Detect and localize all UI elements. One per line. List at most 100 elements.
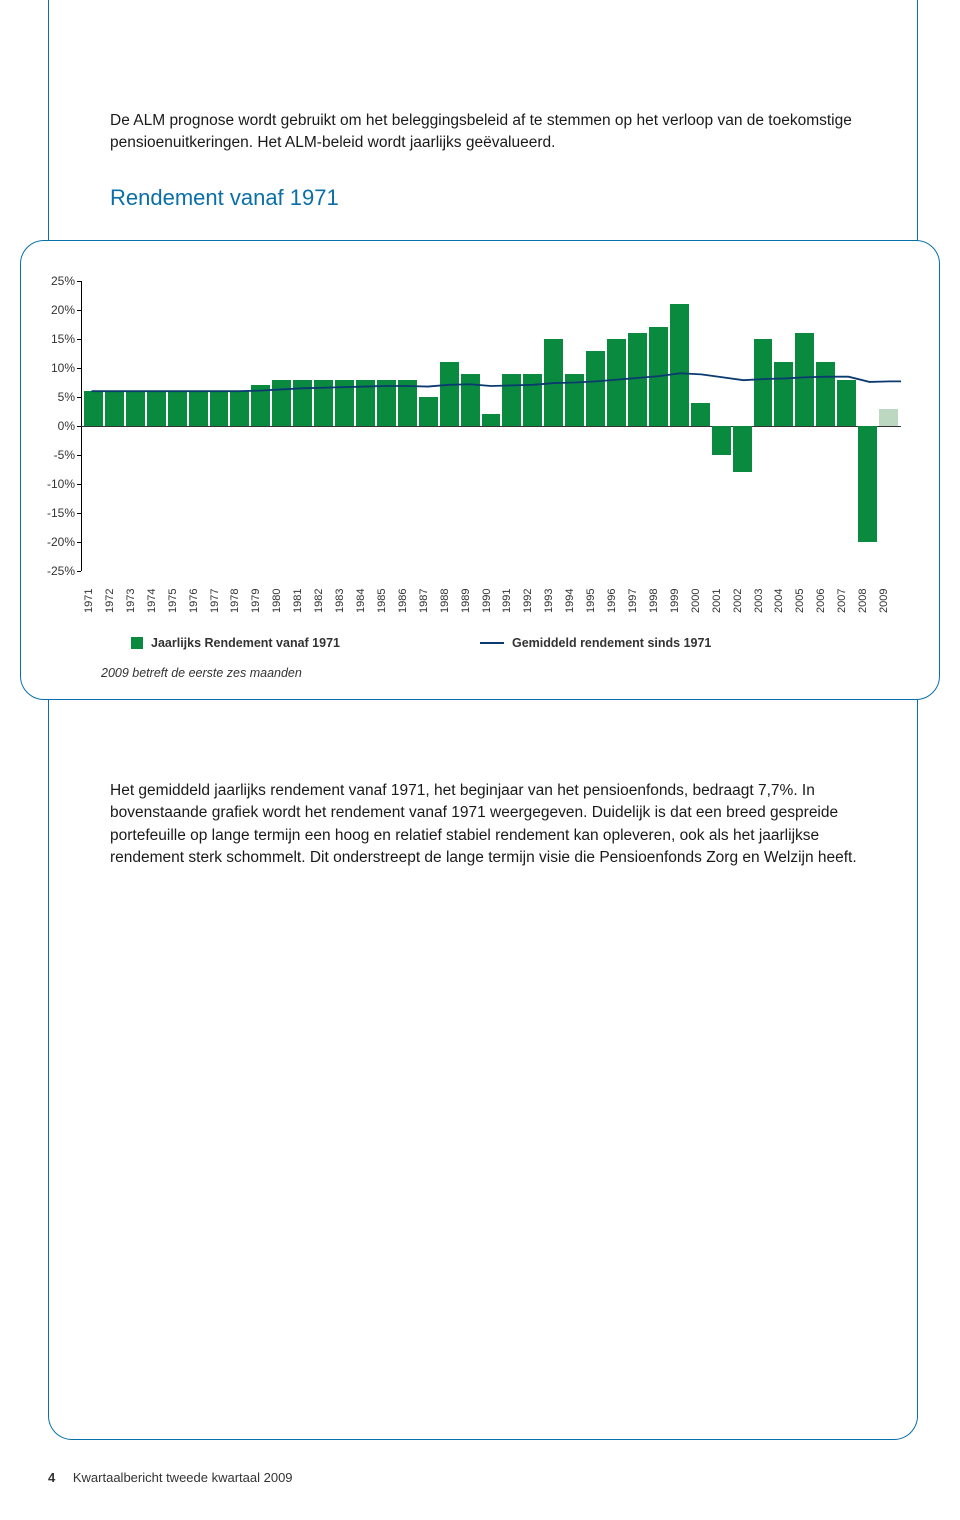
chart-bar — [858, 426, 877, 542]
chart-bar — [502, 374, 521, 426]
chart-bar — [733, 426, 752, 472]
chart-bar — [544, 339, 563, 426]
x-tick-label: 1991 — [501, 576, 522, 626]
x-tick-label: 1977 — [209, 576, 230, 626]
x-tick-label: 1987 — [418, 576, 439, 626]
x-tick-label: 2007 — [836, 576, 857, 626]
legend-item-bar: Jaarlijks Rendement vanaf 1971 — [131, 636, 340, 650]
chart-bar — [126, 391, 145, 426]
chart-note: 2009 betreft de eerste zes maanden — [101, 666, 302, 680]
chart-bar — [649, 327, 668, 426]
page-border — [48, 0, 918, 1440]
y-tick-label: 0% — [31, 419, 75, 433]
x-tick-label: 1976 — [188, 576, 209, 626]
x-tick-label: 1992 — [522, 576, 543, 626]
legend-bar-swatch — [131, 637, 143, 649]
chart-bar — [147, 391, 166, 426]
chart-bar — [356, 380, 375, 426]
y-tick-label: 20% — [31, 303, 75, 317]
y-tick-label: -15% — [31, 506, 75, 520]
x-tick-label: 2003 — [753, 576, 774, 626]
y-tick-label: -25% — [31, 564, 75, 578]
x-tick-label: 1994 — [564, 576, 585, 626]
chart-bar — [440, 362, 459, 426]
x-tick-label: 1981 — [292, 576, 313, 626]
x-tick-label: 1986 — [397, 576, 418, 626]
x-tick-label: 1988 — [439, 576, 460, 626]
x-tick-label: 1999 — [669, 576, 690, 626]
chart-bar — [482, 414, 501, 426]
chart-bar — [293, 380, 312, 426]
chart-bar — [523, 374, 542, 426]
legend-bar-label: Jaarlijks Rendement vanaf 1971 — [151, 636, 340, 650]
chart-bar — [774, 362, 793, 426]
chart-bar — [377, 380, 396, 426]
chart-bar — [607, 339, 626, 426]
x-tick-label: 1989 — [460, 576, 481, 626]
x-tick-label: 2002 — [732, 576, 753, 626]
x-tick-label: 1984 — [355, 576, 376, 626]
x-tick-label: 2005 — [794, 576, 815, 626]
body-paragraph: Het gemiddeld jaarlijks rendement vanaf … — [110, 780, 870, 870]
x-tick-label: 1983 — [334, 576, 355, 626]
x-tick-label: 2006 — [815, 576, 836, 626]
x-tick-label: 1972 — [104, 576, 125, 626]
y-tick-label: 15% — [31, 332, 75, 346]
legend-line-swatch — [480, 642, 504, 644]
y-tick-label: -5% — [31, 448, 75, 462]
y-tick-label: -20% — [31, 535, 75, 549]
x-tick-label: 1998 — [648, 576, 669, 626]
chart-bar — [251, 385, 270, 426]
x-tick-label: 1971 — [83, 576, 104, 626]
chart-bar — [168, 391, 187, 426]
y-tick-label: 10% — [31, 361, 75, 375]
chart-bar — [795, 333, 814, 426]
y-tick-label: -10% — [31, 477, 75, 491]
chart-bar — [210, 391, 229, 426]
chart-bar — [398, 380, 417, 426]
x-tick-label: 1997 — [627, 576, 648, 626]
legend-item-line: Gemiddeld rendement sinds 1971 — [480, 636, 711, 650]
chart-bar — [230, 391, 249, 426]
x-tick-label: 2009 — [878, 576, 899, 626]
x-tick-label: 1974 — [146, 576, 167, 626]
chart-legend: Jaarlijks Rendement vanaf 1971 Gemiddeld… — [131, 636, 711, 650]
chart-bar — [816, 362, 835, 426]
x-tick-label: 1980 — [271, 576, 292, 626]
x-tick-label: 2008 — [857, 576, 878, 626]
chart-bars — [83, 281, 899, 571]
chart-bar — [272, 380, 291, 426]
chart-bar — [586, 351, 605, 426]
chart-bar — [335, 380, 354, 426]
chart-bar — [712, 426, 731, 455]
chart-bar — [670, 304, 689, 426]
x-tick-label: 1973 — [125, 576, 146, 626]
x-tick-label: 1985 — [376, 576, 397, 626]
page-number: 4 — [48, 1470, 55, 1485]
x-tick-label: 1995 — [585, 576, 606, 626]
x-tick-label: 1978 — [229, 576, 250, 626]
x-tick-label: 1990 — [481, 576, 502, 626]
chart-bar — [314, 380, 333, 426]
chart-title: Rendement vanaf 1971 — [110, 185, 339, 211]
x-tick-label: 2004 — [773, 576, 794, 626]
x-tick-label: 1975 — [167, 576, 188, 626]
page-footer: 4 Kwartaalbericht tweede kwartaal 2009 — [48, 1470, 293, 1485]
y-tick-label: 5% — [31, 390, 75, 404]
chart-bar — [691, 403, 710, 426]
y-tick-label: 25% — [31, 274, 75, 288]
chart-bar — [879, 409, 898, 426]
chart-container: 25% 20% 15% 10% 5% 0% -5% -10% -15% -20% -25% 1971… — [20, 240, 940, 700]
x-tick-label: 1996 — [606, 576, 627, 626]
chart-bar — [565, 374, 584, 426]
chart-bar — [754, 339, 773, 426]
footer-text: Kwartaalbericht tweede kwartaal 2009 — [73, 1470, 293, 1485]
chart-bar — [189, 391, 208, 426]
x-tick-label: 1979 — [250, 576, 271, 626]
x-tick-label: 1982 — [313, 576, 334, 626]
legend-line-label: Gemiddeld rendement sinds 1971 — [512, 636, 711, 650]
chart-bar — [461, 374, 480, 426]
x-tick-label: 2001 — [711, 576, 732, 626]
chart-bar — [105, 391, 124, 426]
chart-bar — [419, 397, 438, 426]
